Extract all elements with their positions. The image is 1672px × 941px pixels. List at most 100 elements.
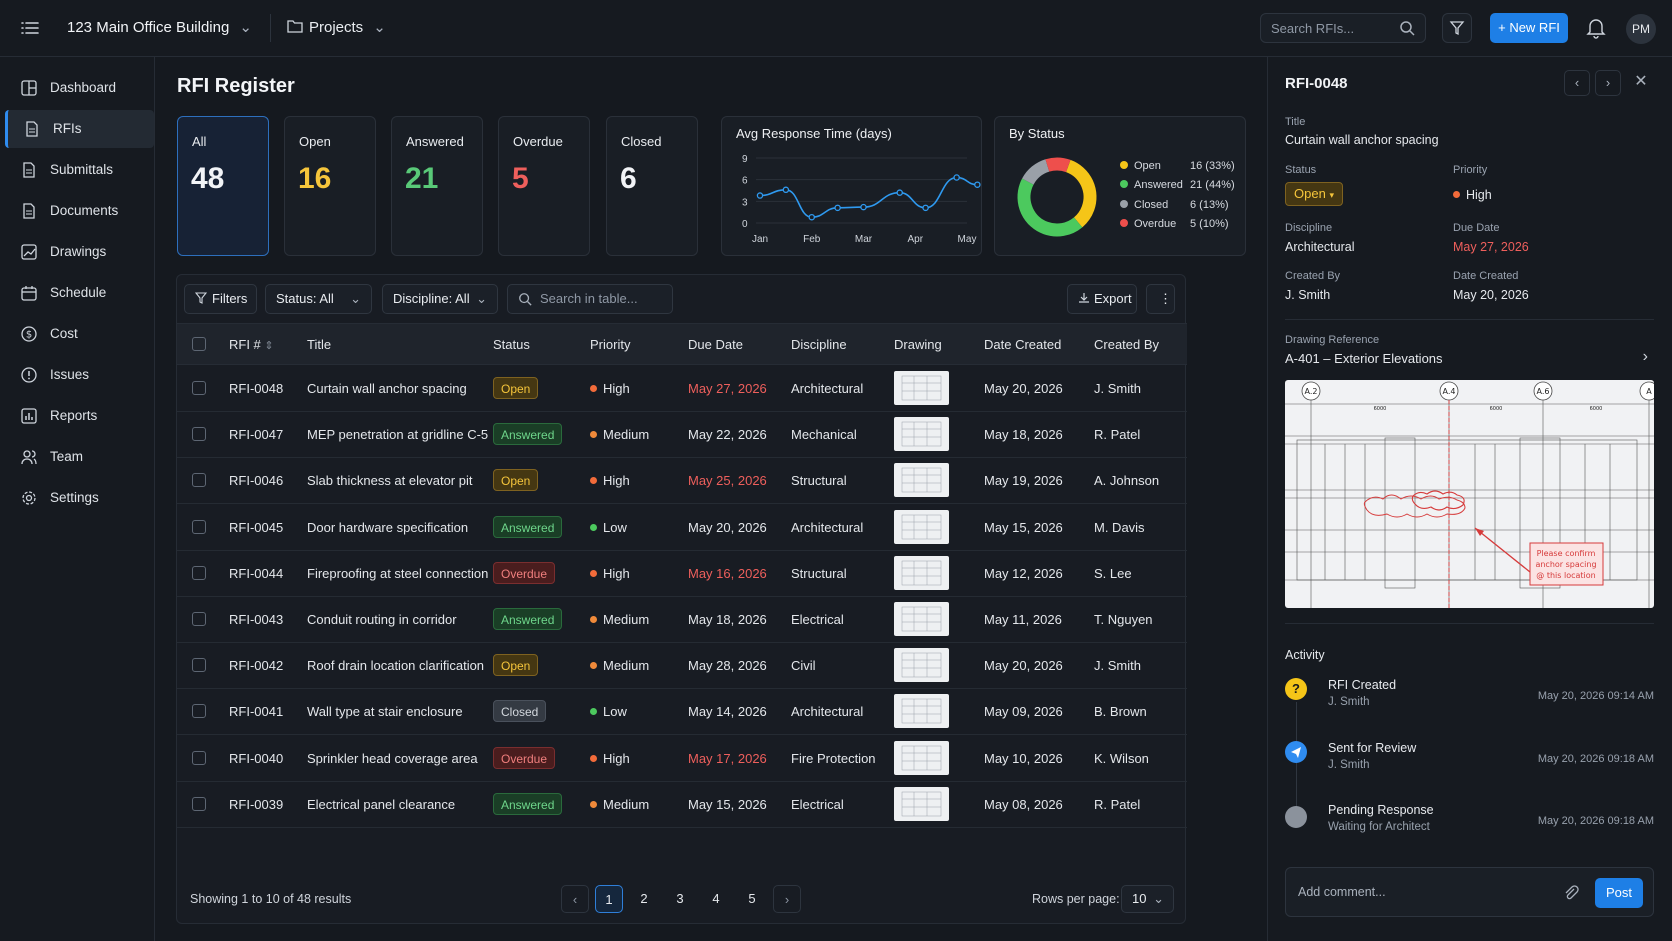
row-checkbox[interactable]	[192, 796, 206, 811]
table-row[interactable]: RFI-0043 Conduit routing in corridor Answe…	[177, 597, 1187, 643]
rfi-title[interactable]: Curtain wall anchor spacing	[307, 381, 467, 396]
drawing-thumbnail[interactable]	[894, 694, 949, 729]
prev-rfi-button[interactable]: ‹	[1564, 70, 1590, 96]
rfi-id[interactable]: RFI-0044	[229, 565, 284, 581]
select-all-checkbox[interactable]	[192, 337, 206, 351]
avatar[interactable]: PM	[1626, 14, 1656, 44]
comment-input[interactable]: Add comment...	[1298, 885, 1386, 899]
rfi-id[interactable]: RFI-0047	[229, 427, 284, 443]
table-row[interactable]: RFI-0045 Door hardware specification Answe…	[177, 505, 1187, 551]
drawing-thumbnail[interactable]	[894, 648, 949, 683]
rfi-id[interactable]: RFI-0041	[229, 704, 284, 720]
rfi-id[interactable]: RFI-0039	[229, 796, 284, 812]
column-header[interactable]: Title	[307, 337, 332, 352]
drawing-reference-link[interactable]: A-401 – Exterior Elevations ›	[1285, 348, 1654, 366]
sidebar-item-rfis[interactable]: RFIs	[5, 110, 154, 148]
page-button-5[interactable]: 5	[748, 891, 756, 906]
rfi-title[interactable]: Sprinkler head coverage area	[307, 750, 478, 766]
sidebar-item-issues[interactable]: Issues	[5, 356, 154, 394]
new-rfi-button[interactable]: + New RFI	[1490, 13, 1568, 43]
drawing-thumbnail[interactable]	[894, 371, 949, 405]
column-header[interactable]: Discipline	[791, 337, 847, 352]
sidebar-item-settings[interactable]: Settings	[5, 479, 154, 517]
projects-menu[interactable]: Projects ⌄	[287, 18, 386, 36]
discipline-dropdown[interactable]: Discipline: All ⌄	[382, 284, 498, 314]
status-badge[interactable]: Open ▾	[1285, 182, 1343, 206]
drawing-thumbnail[interactable]	[894, 740, 949, 775]
table-row[interactable]: RFI-0039 Electrical panel clearance Answer…	[177, 782, 1187, 828]
rfi-title[interactable]: Roof drain location clarification	[307, 658, 485, 674]
sidebar-item-dashboard[interactable]: Dashboard	[5, 69, 154, 107]
sidebar-item-cost[interactable]: $ Cost	[5, 315, 154, 353]
attachment-icon[interactable]	[1563, 885, 1579, 901]
stat-card-closed[interactable]: Closed 6	[606, 116, 698, 256]
table-row[interactable]: RFI-0047 MEP penetration at gridline C-5 A…	[177, 412, 1187, 459]
export-button[interactable]: Export	[1067, 284, 1137, 314]
table-row[interactable]: RFI-0044 Fireproofing at steel connection…	[177, 551, 1187, 597]
sidebar-item-drawings[interactable]: Drawings	[5, 233, 154, 271]
page-button-3[interactable]: 3	[676, 891, 684, 906]
rfi-search-input[interactable]: Search RFIs...	[1260, 13, 1426, 43]
column-header[interactable]: RFI # ⇕	[229, 337, 274, 352]
menu-icon[interactable]	[20, 18, 40, 38]
rfi-title[interactable]: Conduit routing in corridor	[307, 612, 457, 627]
status-dropdown[interactable]: Status: All ⌄	[265, 284, 372, 314]
table-search-input[interactable]: Search in table...	[507, 284, 673, 314]
drawing-thumbnail[interactable]	[894, 555, 949, 590]
column-header[interactable]: Drawing	[894, 337, 942, 352]
filter-button[interactable]	[1442, 13, 1472, 43]
row-checkbox[interactable]	[192, 427, 206, 442]
filters-button[interactable]: Filters	[184, 284, 257, 314]
table-row[interactable]: RFI-0040 Sprinkler head coverage area Over…	[177, 736, 1187, 782]
drawing-thumbnail[interactable]	[894, 602, 949, 636]
drawing-preview[interactable]: A.2 A.4 A.6 A 6000 6000 6000 Please conf…	[1285, 380, 1654, 608]
sidebar-item-documents[interactable]: Documents	[5, 192, 154, 230]
rows-per-page-select[interactable]: 10 ⌄	[1121, 885, 1174, 913]
rfi-title[interactable]: Fireproofing at steel connection	[307, 565, 489, 581]
row-checkbox[interactable]	[192, 704, 206, 719]
row-checkbox[interactable]	[192, 519, 206, 534]
row-checkbox[interactable]	[192, 658, 206, 673]
column-header[interactable]: Date Created	[984, 337, 1062, 352]
rfi-title[interactable]: Wall type at stair enclosure	[307, 704, 463, 720]
rfi-id[interactable]: RFI-0046	[229, 473, 284, 489]
rfi-id[interactable]: RFI-0045	[229, 519, 284, 535]
column-header[interactable]: Created By	[1094, 337, 1160, 352]
rfi-id[interactable]: RFI-0042	[229, 658, 284, 674]
next-rfi-button[interactable]: ›	[1595, 70, 1621, 96]
stat-card-open[interactable]: Open 16	[284, 116, 376, 256]
sidebar-item-reports[interactable]: Reports	[5, 397, 154, 435]
row-checkbox[interactable]	[192, 473, 206, 488]
drawing-thumbnail[interactable]	[894, 463, 949, 498]
more-options-icon[interactable]: ⋮	[1146, 284, 1175, 314]
bell-icon[interactable]	[1586, 17, 1606, 39]
row-checkbox[interactable]	[192, 565, 206, 580]
column-header[interactable]: Due Date	[688, 337, 743, 352]
page-button-2[interactable]: 2	[640, 891, 648, 906]
table-row[interactable]: RFI-0041 Wall type at stair enclosure Clos…	[177, 689, 1187, 736]
table-row[interactable]: RFI-0048 Curtain wall anchor spacing Open H…	[177, 366, 1187, 412]
drawing-thumbnail[interactable]	[894, 786, 949, 821]
row-checkbox[interactable]	[192, 612, 206, 626]
drawing-thumbnail[interactable]	[894, 509, 949, 544]
column-header[interactable]: Priority	[590, 337, 631, 352]
prev-page-button[interactable]: ‹	[561, 885, 589, 913]
table-row[interactable]: RFI-0046 Slab thickness at elevator pit Op…	[177, 458, 1187, 505]
stat-card-all[interactable]: All 48	[177, 116, 269, 256]
project-selector[interactable]: 123 Main Office Building ⌄	[67, 18, 252, 36]
rfi-id[interactable]: RFI-0040	[229, 750, 284, 766]
stat-card-overdue[interactable]: Overdue 5	[498, 116, 590, 256]
row-checkbox[interactable]	[192, 381, 206, 395]
sidebar-item-schedule[interactable]: Schedule	[5, 274, 154, 312]
post-button[interactable]: Post	[1595, 878, 1643, 908]
sidebar-item-submittals[interactable]: Submittals	[5, 151, 154, 189]
sidebar-item-team[interactable]: Team	[5, 438, 154, 476]
page-button-4[interactable]: 4	[712, 891, 720, 906]
next-page-button[interactable]: ›	[773, 885, 801, 913]
rfi-title[interactable]: Electrical panel clearance	[307, 796, 456, 812]
rfi-title[interactable]: Door hardware specification	[307, 519, 469, 535]
table-row[interactable]: RFI-0042 Roof drain location clarificatio…	[177, 643, 1187, 690]
drawing-thumbnail[interactable]	[894, 417, 949, 452]
row-checkbox[interactable]	[192, 750, 206, 765]
page-button-1[interactable]: 1	[595, 885, 623, 913]
